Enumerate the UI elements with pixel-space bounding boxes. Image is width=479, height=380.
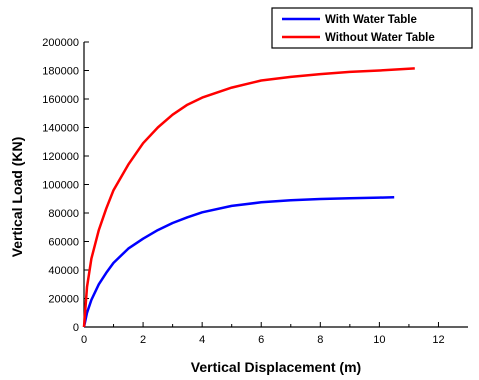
x-tick-label: 0 bbox=[81, 334, 87, 346]
x-ticks: 0 2 4 6 8 10 12 bbox=[81, 322, 445, 346]
y-tick-label: 140000 bbox=[42, 123, 79, 135]
x-tick-label: 4 bbox=[199, 334, 205, 346]
series-line-with-water-table bbox=[82, 196, 395, 328]
legend-box bbox=[271, 7, 473, 49]
x-tick-label: 12 bbox=[432, 334, 444, 346]
y-tick-label: 40000 bbox=[48, 265, 79, 277]
y-tick-label: 20000 bbox=[48, 294, 79, 306]
x-tick-label: 10 bbox=[373, 334, 385, 346]
series-group bbox=[82, 67, 415, 328]
y-axis-label: Vertical Load (KN) bbox=[9, 137, 25, 258]
y-tick-label: 160000 bbox=[42, 94, 79, 106]
y-tick-label: 60000 bbox=[48, 237, 79, 249]
series-line-without-water-table bbox=[82, 67, 415, 328]
x-tick-label: 6 bbox=[258, 334, 264, 346]
axes bbox=[83, 42, 468, 328]
x-axis-label: Vertical Displacement (m) bbox=[191, 359, 361, 375]
y-ticks: 0 20000 40000 60000 80000 100000 120000 140000 1… bbox=[42, 37, 89, 334]
y-tick-label: 200000 bbox=[42, 37, 79, 49]
y-tick-label: 120000 bbox=[42, 151, 79, 163]
x-tick-label: 8 bbox=[317, 334, 323, 346]
legend-label-with-water-table: With Water Table bbox=[325, 14, 417, 26]
y-tick-label: 0 bbox=[73, 322, 79, 334]
y-tick-label: 80000 bbox=[48, 208, 79, 220]
y-tick-label: 100000 bbox=[42, 180, 79, 192]
legend: With Water Table Without Water Table bbox=[271, 7, 473, 49]
legend-label-without-water-table: Without Water Table bbox=[325, 32, 435, 44]
x-tick-label: 2 bbox=[140, 334, 146, 346]
y-tick-label: 180000 bbox=[42, 66, 79, 78]
